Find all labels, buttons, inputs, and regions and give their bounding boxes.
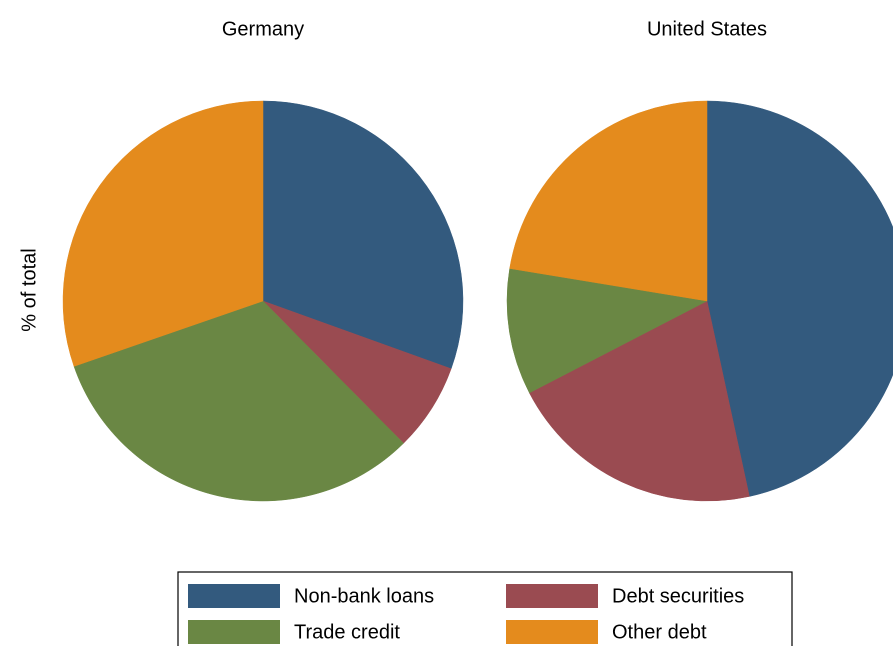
legend-swatch xyxy=(188,584,280,608)
legend-label: Other debt xyxy=(612,621,707,643)
legend-swatch xyxy=(506,584,598,608)
legend-swatch xyxy=(188,620,280,644)
pie-slice xyxy=(506,268,708,394)
pie-slice xyxy=(509,100,708,302)
pie-slice xyxy=(706,100,893,497)
legend-label: Non-bank loans xyxy=(294,585,434,607)
legend-swatch xyxy=(506,620,598,644)
pie-title: United States xyxy=(647,18,767,40)
legend-box xyxy=(177,571,793,646)
pie-slice xyxy=(73,300,404,502)
pie-title: Germany xyxy=(222,18,304,40)
legend-label: Debt securities xyxy=(612,585,744,607)
pie-slice xyxy=(62,100,264,367)
legend-label: Trade credit xyxy=(294,621,400,643)
y-axis-label: % of total xyxy=(18,248,40,331)
pie-slice xyxy=(262,100,464,370)
pie-slice xyxy=(529,300,750,502)
